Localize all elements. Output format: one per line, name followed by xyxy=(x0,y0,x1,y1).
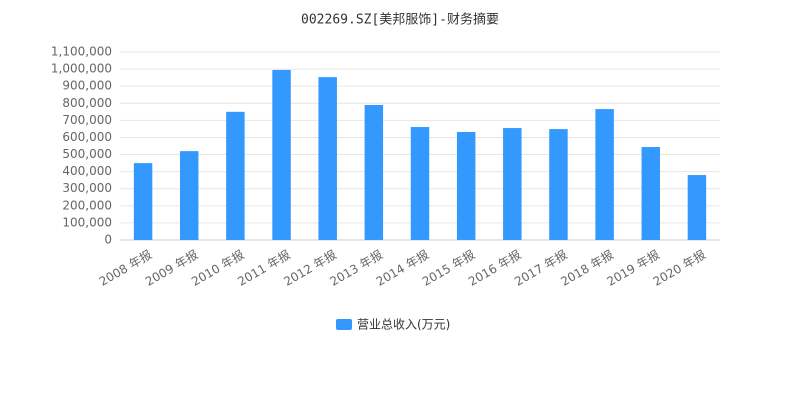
y-tick-label: 400,000 xyxy=(62,164,112,178)
bar xyxy=(272,69,291,240)
x-tick-label: 2020 年报 xyxy=(650,247,708,289)
y-tick-label: 300,000 xyxy=(62,181,112,195)
bar xyxy=(318,77,337,241)
bar xyxy=(595,109,614,240)
y-tick-label: 900,000 xyxy=(62,79,112,93)
y-tick-label: 500,000 xyxy=(62,147,112,161)
legend-label: 营业总收入(万元) xyxy=(357,318,450,332)
bar xyxy=(180,151,199,240)
y-tick-label: 600,000 xyxy=(62,130,112,144)
y-tick-label: 700,000 xyxy=(62,113,112,127)
legend-swatch xyxy=(336,319,352,330)
y-tick-label: 1,100,000 xyxy=(51,45,112,59)
bar xyxy=(549,129,568,240)
bar xyxy=(456,131,476,240)
y-tick-label: 1,000,000 xyxy=(51,62,112,76)
bar xyxy=(503,128,522,240)
bar xyxy=(133,163,153,240)
bar xyxy=(687,175,707,240)
y-tick-label: 800,000 xyxy=(62,96,112,110)
bar xyxy=(364,104,384,241)
y-tick-label: 200,000 xyxy=(62,198,112,212)
chart-title: 002269.SZ[美邦服饰]-财务摘要 xyxy=(301,12,499,28)
y-tick-label: 0 xyxy=(104,233,112,247)
bar xyxy=(410,127,430,240)
y-tick-label: 100,000 xyxy=(62,215,112,229)
bar xyxy=(226,111,245,241)
bar xyxy=(641,147,660,240)
